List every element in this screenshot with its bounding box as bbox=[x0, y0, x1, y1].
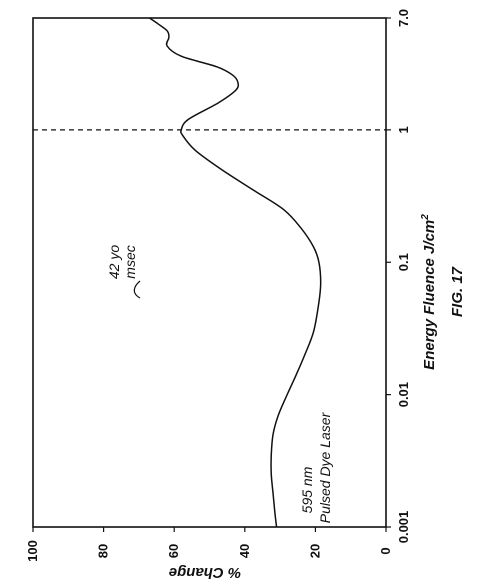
plot-area bbox=[32, 17, 387, 528]
annotation-laser-line1: 595 nm bbox=[299, 466, 315, 513]
series-layer bbox=[149, 17, 322, 528]
y-tick-label-100: 100 bbox=[25, 540, 40, 562]
y-tick-label-0: 0 bbox=[378, 547, 393, 554]
x-axis-label-superscript: 2 bbox=[420, 214, 431, 221]
x-tick-label-7.0: 7.0 bbox=[396, 9, 411, 27]
plot-frame bbox=[32, 17, 387, 528]
x-tick-label-1: 1 bbox=[396, 126, 411, 133]
annotation-peak-line1: 42 yo bbox=[106, 245, 122, 279]
y-tick-label-20: 20 bbox=[307, 544, 322, 558]
axis-ticks bbox=[32, 17, 391, 532]
x-tick-label-0.1: 0.1 bbox=[396, 253, 411, 271]
y-tick-label-80: 80 bbox=[96, 544, 111, 558]
x-axis-label: Energy Fluence J/cm2 bbox=[420, 214, 438, 370]
annotation-peak-line2: msec bbox=[122, 245, 138, 278]
series-line-percent-change bbox=[149, 17, 322, 528]
tick-labels: 0 20 40 60 80 100 0.001 0.01 0.1 1 7.0 bbox=[25, 9, 411, 562]
annotation-leader bbox=[133, 280, 141, 299]
x-tick-label-0.01: 0.01 bbox=[396, 382, 411, 407]
figure-label: FIG. 17 bbox=[449, 266, 466, 317]
x-tick-label-0.001: 0.001 bbox=[396, 511, 411, 544]
annotation-laser-line2: Pulsed Dye Laser bbox=[317, 411, 333, 523]
y-axis-label: % Change bbox=[169, 564, 242, 581]
y-tick-label-40: 40 bbox=[237, 544, 252, 558]
y-tick-label-60: 60 bbox=[166, 544, 181, 558]
x-axis-label-text: Energy Fluence J/cm bbox=[421, 220, 438, 370]
